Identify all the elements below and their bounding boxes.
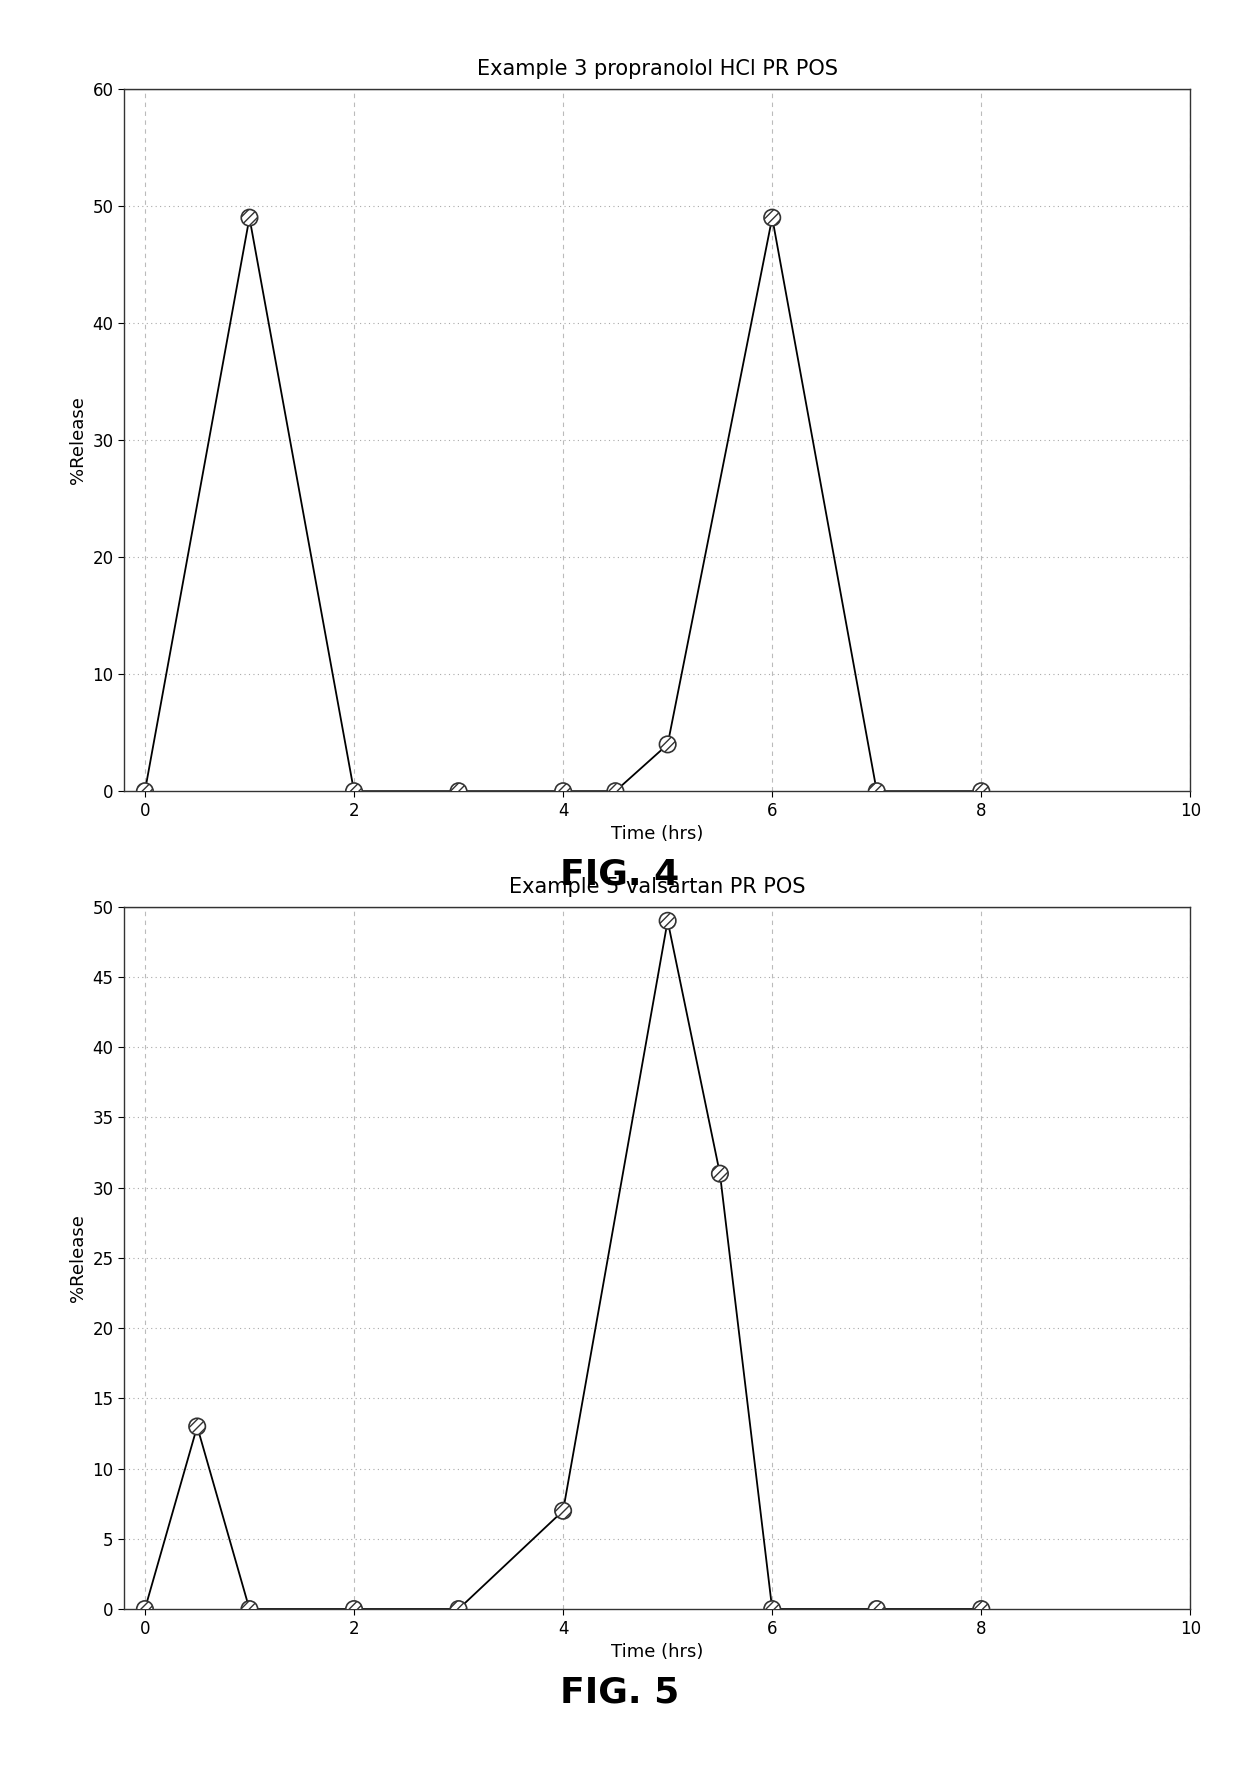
Point — [657, 731, 677, 759]
Y-axis label: %Release: %Release — [69, 396, 87, 484]
Point — [657, 907, 677, 935]
Text: FIG. 4: FIG. 4 — [560, 857, 680, 893]
Point — [135, 1595, 155, 1623]
Point — [971, 1595, 991, 1623]
Point — [239, 1595, 259, 1623]
Point — [763, 203, 782, 231]
Point — [605, 777, 625, 805]
Title: Example 5 valsartan PR POS: Example 5 valsartan PR POS — [508, 877, 806, 896]
Point — [867, 777, 887, 805]
Point — [135, 777, 155, 805]
Point — [971, 777, 991, 805]
Point — [239, 203, 259, 231]
Point — [763, 1595, 782, 1623]
Point — [187, 1412, 207, 1440]
Title: Example 3 propranolol HCl PR POS: Example 3 propranolol HCl PR POS — [476, 59, 838, 78]
X-axis label: Time (hrs): Time (hrs) — [611, 1643, 703, 1661]
Point — [711, 1159, 730, 1188]
Text: FIG. 5: FIG. 5 — [560, 1675, 680, 1710]
Point — [553, 777, 573, 805]
Point — [553, 1497, 573, 1526]
Point — [449, 777, 469, 805]
Point — [449, 1595, 469, 1623]
Point — [343, 777, 363, 805]
Point — [343, 1595, 363, 1623]
X-axis label: Time (hrs): Time (hrs) — [611, 825, 703, 843]
Y-axis label: %Release: %Release — [69, 1214, 87, 1301]
Point — [867, 1595, 887, 1623]
